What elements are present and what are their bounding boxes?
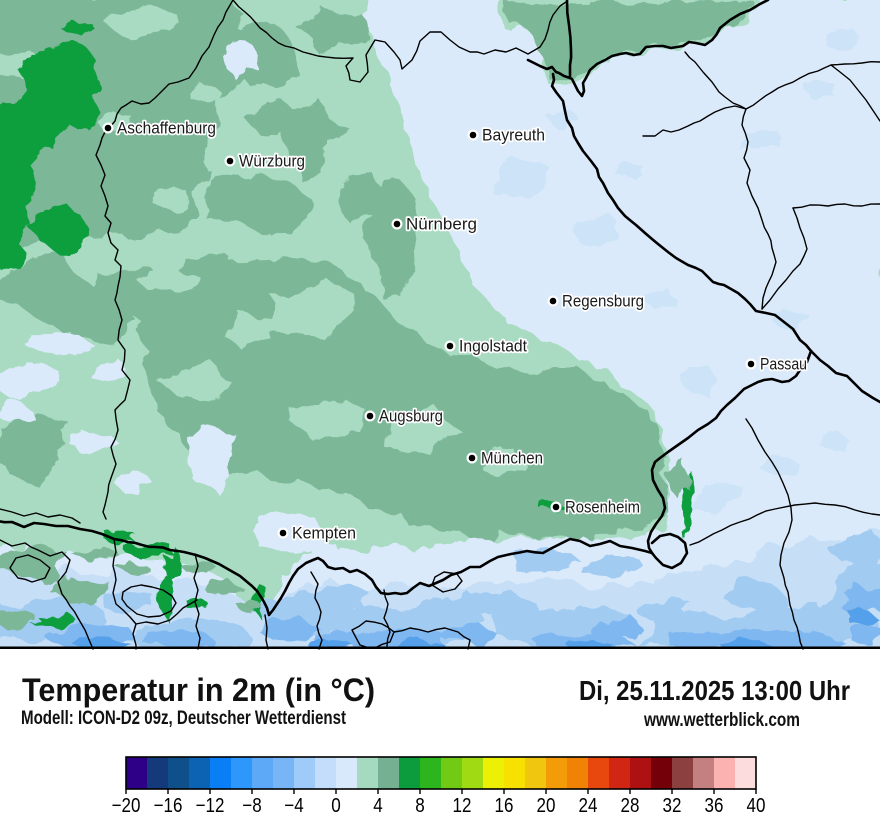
svg-text:Würzburg: Würzburg (239, 153, 305, 171)
svg-text:Nürnberg: Nürnberg (406, 216, 477, 234)
svg-text:0: 0 (331, 795, 341, 817)
svg-text:24: 24 (579, 795, 598, 817)
svg-text:−4: −4 (284, 795, 303, 817)
svg-text:20: 20 (537, 795, 556, 817)
svg-text:www.wetterblick.com: www.wetterblick.com (643, 710, 800, 731)
svg-text:4: 4 (373, 795, 383, 817)
svg-text:Passau: Passau (760, 356, 807, 374)
svg-text:32: 32 (663, 795, 682, 817)
svg-text:Temperatur in 2m (in °C): Temperatur in 2m (in °C) (22, 672, 375, 708)
svg-text:Rosenheim: Rosenheim (565, 499, 640, 517)
svg-text:−16: −16 (154, 795, 183, 817)
svg-text:16: 16 (495, 795, 514, 817)
svg-text:Kempten: Kempten (292, 525, 356, 543)
svg-text:12: 12 (453, 795, 472, 817)
svg-text:−20: −20 (112, 795, 141, 817)
svg-text:Augsburg: Augsburg (379, 408, 443, 426)
svg-text:Modell: ICON-D2 09z, Deutscher: Modell: ICON-D2 09z, Deutscher Wetterdie… (21, 708, 347, 729)
svg-text:−12: −12 (196, 795, 225, 817)
svg-text:München: München (481, 450, 543, 468)
svg-text:36: 36 (705, 795, 724, 817)
svg-text:Aschaffenburg: Aschaffenburg (117, 120, 216, 138)
svg-text:−8: −8 (242, 795, 261, 817)
svg-text:28: 28 (621, 795, 640, 817)
svg-text:Ingolstadt: Ingolstadt (459, 338, 527, 356)
svg-text:8: 8 (415, 795, 425, 817)
svg-text:40: 40 (747, 795, 766, 817)
svg-text:Bayreuth: Bayreuth (482, 127, 545, 145)
svg-text:Regensburg: Regensburg (562, 293, 644, 311)
svg-text:Di, 25.11.2025 13:00 Uhr: Di, 25.11.2025 13:00 Uhr (579, 675, 850, 706)
